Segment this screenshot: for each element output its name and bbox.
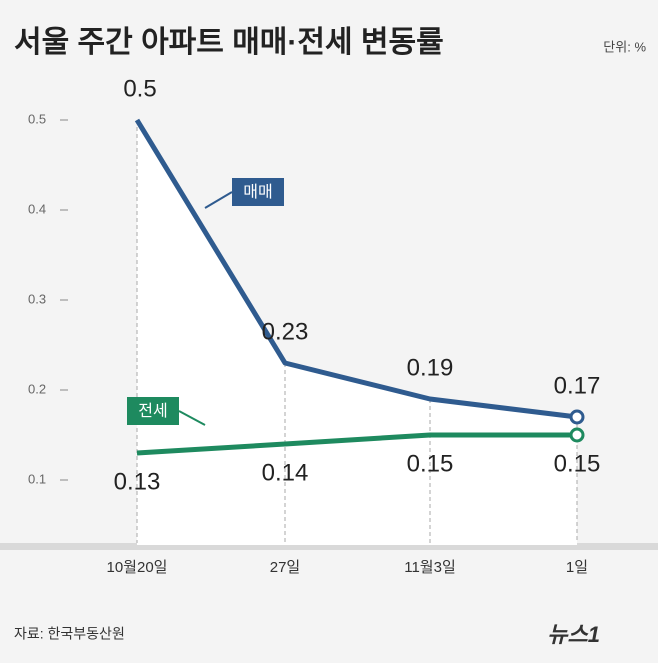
- x-tick-label: 27일: [270, 559, 301, 576]
- chart-title: 서울 주간 아파트 매매·전세 변동률: [14, 26, 444, 59]
- point: [569, 427, 585, 443]
- y-tick-label: 0.3: [28, 291, 46, 306]
- data-label: 0.23: [262, 318, 309, 345]
- x-tick-label: 1일: [566, 559, 588, 576]
- legend-pointer: [204, 191, 233, 209]
- data-label: 0.13: [114, 468, 161, 495]
- plot: 0.1 0.2 0.3 0.4 0.5 10월20일 27일 11월3일 1일 0.5 0.23 0.…: [28, 75, 600, 576]
- y-tick-label: 0.2: [28, 381, 46, 396]
- area: [137, 120, 577, 545]
- legend-box: [232, 178, 284, 206]
- series-line: [134, 118, 578, 420]
- y-tick-label: 0.5: [28, 111, 46, 126]
- data-label: 0.15: [407, 450, 454, 477]
- data-label: 0.5: [123, 75, 156, 102]
- logo: 뉴스1: [547, 622, 600, 647]
- y-tick-label: 0.1: [28, 471, 46, 486]
- data-label: 0.19: [407, 354, 454, 381]
- series-line: [136, 432, 577, 456]
- y-tick-label: 0.4: [28, 201, 46, 216]
- baseline-band: [0, 543, 658, 550]
- data-label: 0.14: [262, 459, 309, 486]
- x-tick-label: 11월3일: [404, 559, 456, 576]
- legend-pointer: [178, 410, 206, 426]
- source: 자료: 한국부동산원: [14, 626, 125, 642]
- x-tick-label: 10월20일: [107, 559, 168, 576]
- data-label: 0.15: [554, 450, 601, 477]
- legend-box: [127, 397, 179, 425]
- unit-label: 단위: %: [603, 39, 646, 54]
- legend-label: 매매: [243, 183, 272, 201]
- legend-label: 전세: [138, 402, 167, 420]
- data-label: 0.17: [554, 372, 601, 399]
- point: [569, 409, 585, 425]
